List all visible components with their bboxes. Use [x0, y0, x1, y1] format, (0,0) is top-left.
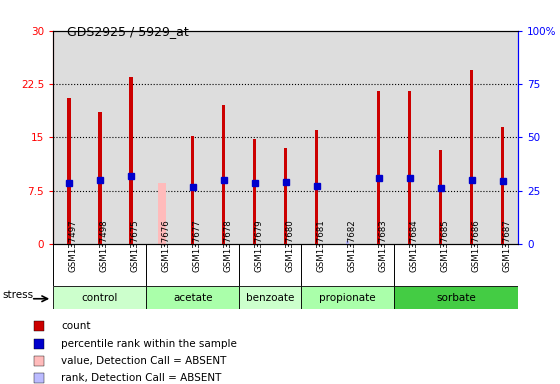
Bar — [408, 91, 412, 244]
Bar — [470, 70, 473, 244]
Bar — [284, 148, 287, 244]
Text: count: count — [62, 321, 91, 331]
Text: GDS2925 / 5929_at: GDS2925 / 5929_at — [67, 25, 189, 38]
Bar — [191, 136, 194, 244]
Text: GSM137687: GSM137687 — [502, 220, 511, 272]
Text: GSM137679: GSM137679 — [255, 220, 264, 272]
Bar — [239, 286, 301, 309]
Text: value, Detection Call = ABSENT: value, Detection Call = ABSENT — [62, 356, 227, 366]
Text: GSM137682: GSM137682 — [348, 220, 357, 272]
Text: control: control — [82, 293, 118, 303]
Bar — [222, 105, 226, 244]
Bar — [377, 91, 380, 244]
Bar — [129, 77, 133, 244]
Text: GSM137675: GSM137675 — [130, 220, 139, 272]
Text: rank, Detection Call = ABSENT: rank, Detection Call = ABSENT — [62, 373, 222, 383]
Text: GSM137683: GSM137683 — [379, 220, 388, 272]
Bar — [158, 184, 166, 244]
Text: GSM137497: GSM137497 — [69, 220, 78, 272]
Text: GSM137684: GSM137684 — [409, 220, 418, 272]
Text: GSM137685: GSM137685 — [441, 220, 450, 272]
Bar — [346, 241, 349, 244]
Text: GSM137680: GSM137680 — [286, 220, 295, 272]
Bar — [98, 113, 101, 244]
Bar — [67, 98, 71, 244]
Text: GSM137677: GSM137677 — [193, 220, 202, 272]
Text: GSM137676: GSM137676 — [162, 220, 171, 272]
Bar — [253, 139, 256, 244]
Bar — [501, 127, 505, 244]
Text: GSM137678: GSM137678 — [223, 220, 232, 272]
Text: stress: stress — [3, 290, 34, 300]
Text: percentile rank within the sample: percentile rank within the sample — [62, 339, 237, 349]
Bar — [146, 286, 239, 309]
Text: GSM137498: GSM137498 — [100, 220, 109, 272]
Text: benzoate: benzoate — [246, 293, 295, 303]
Text: acetate: acetate — [173, 293, 212, 303]
Text: sorbate: sorbate — [436, 293, 476, 303]
Text: propionate: propionate — [319, 293, 376, 303]
Bar — [438, 150, 442, 244]
Bar — [53, 286, 146, 309]
Text: GSM137681: GSM137681 — [316, 220, 325, 272]
Bar — [394, 286, 518, 309]
Bar — [301, 286, 394, 309]
Bar — [315, 130, 319, 244]
Text: GSM137686: GSM137686 — [472, 220, 480, 272]
